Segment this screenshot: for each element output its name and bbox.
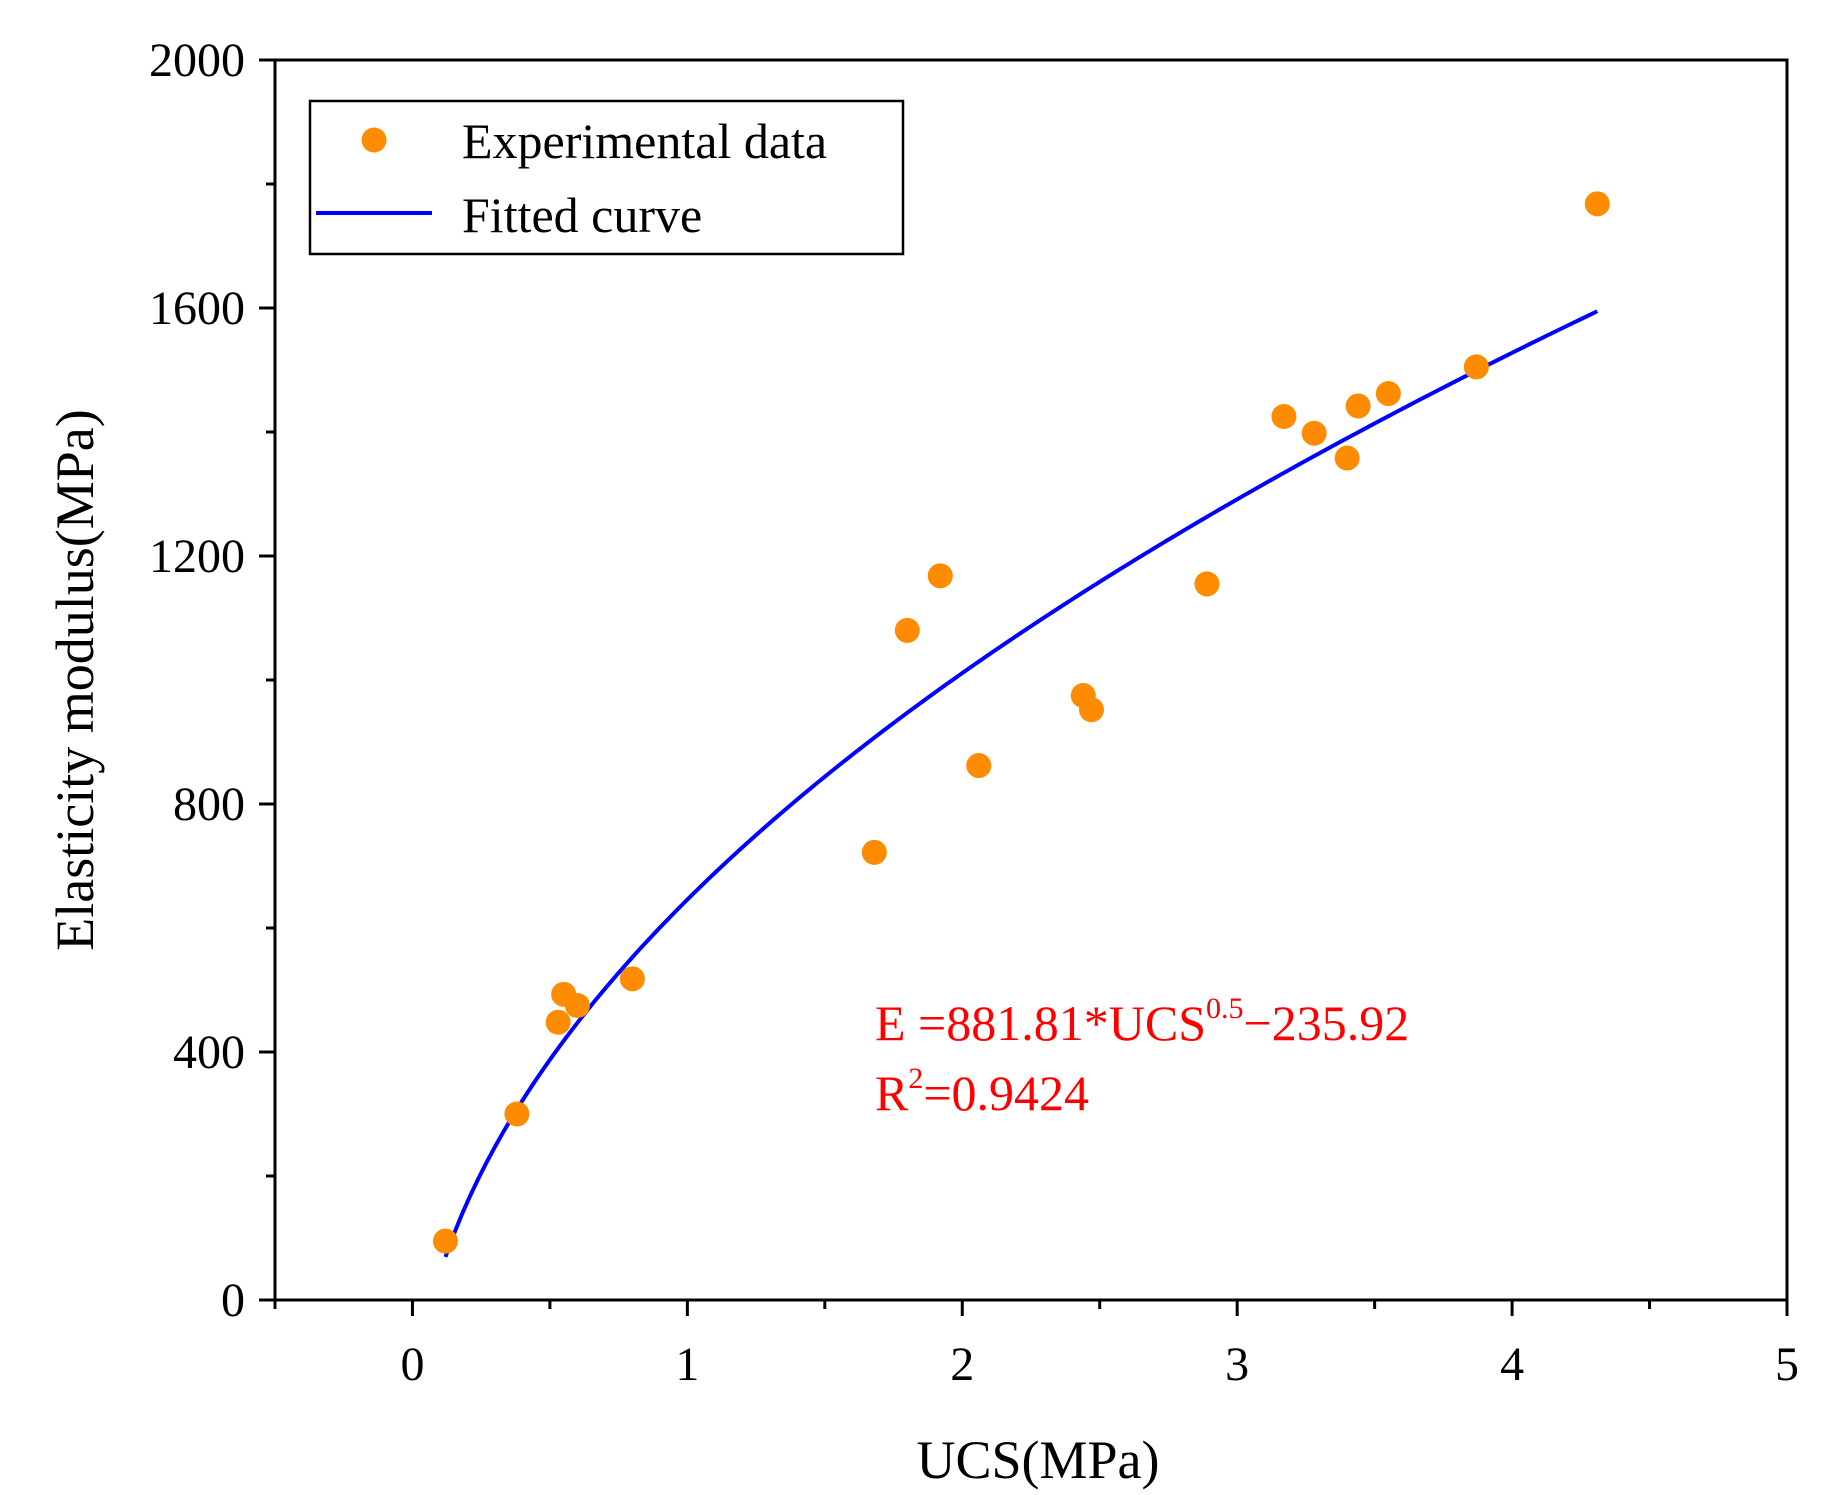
data-point: [433, 1229, 458, 1254]
x-tick-label: 2: [950, 1338, 974, 1391]
data-point: [895, 618, 920, 643]
data-point: [546, 1010, 571, 1035]
y-axis-title: Elasticity modulus(MPa): [45, 409, 105, 950]
y-tick-label: 800: [173, 778, 245, 831]
y-tick-label: 400: [173, 1026, 245, 1079]
data-point: [1585, 191, 1610, 216]
legend: Experimental data Fitted curve: [310, 101, 903, 254]
x-tick-label: 0: [400, 1338, 424, 1391]
data-point: [504, 1102, 529, 1127]
equation-exponent: 0.5: [1206, 992, 1244, 1025]
minor-ticks: [266, 184, 1650, 1309]
data-point: [928, 563, 953, 588]
data-point: [1271, 404, 1296, 429]
data-point: [1335, 446, 1360, 471]
data-point: [1302, 421, 1327, 446]
data-point: [862, 840, 887, 865]
x-tick-label: 1: [675, 1338, 699, 1391]
y-tick-label: 1200: [149, 530, 245, 583]
r-squared-prefix: R: [875, 1065, 909, 1121]
y-tick-label: 2000: [149, 34, 245, 87]
y-tick-labels: 0 400 800 1200 1600 2000: [149, 34, 245, 1327]
data-point: [1194, 571, 1219, 596]
r-squared-annotation: R2=0.9424: [875, 1062, 1089, 1121]
x-tick-label: 3: [1225, 1338, 1249, 1391]
equation-annotation: E =881.81*UCS0.5−235.92: [875, 992, 1409, 1051]
data-point: [1346, 393, 1371, 418]
data-point: [1464, 354, 1489, 379]
data-point: [1376, 381, 1401, 406]
legend-label-fitted: Fitted curve: [462, 187, 702, 243]
r-squared-suffix: =0.9424: [923, 1065, 1089, 1121]
x-tick-label: 4: [1500, 1338, 1524, 1391]
data-point: [966, 753, 991, 778]
y-tick-label: 1600: [149, 282, 245, 335]
legend-label-experimental: Experimental data: [462, 113, 827, 169]
data-point: [620, 966, 645, 991]
equation-suffix: −235.92: [1244, 995, 1410, 1051]
r-squared-exponent: 2: [908, 1062, 923, 1095]
equation-prefix: E =881.81*UCS: [875, 995, 1206, 1051]
y-tick-label: 0: [221, 1274, 245, 1327]
legend-scatter-marker: [362, 128, 387, 153]
x-tick-label: 5: [1775, 1338, 1799, 1391]
x-axis-title: UCS(MPa): [916, 1430, 1159, 1490]
x-tick-labels: 0 1 2 3 4 5: [400, 1338, 1799, 1391]
chart: 0 1 2 3 4 5 0 400 800 1200 1600 2000 Experimental …: [0, 0, 1822, 1495]
data-point: [565, 993, 590, 1018]
data-point: [1079, 697, 1104, 722]
